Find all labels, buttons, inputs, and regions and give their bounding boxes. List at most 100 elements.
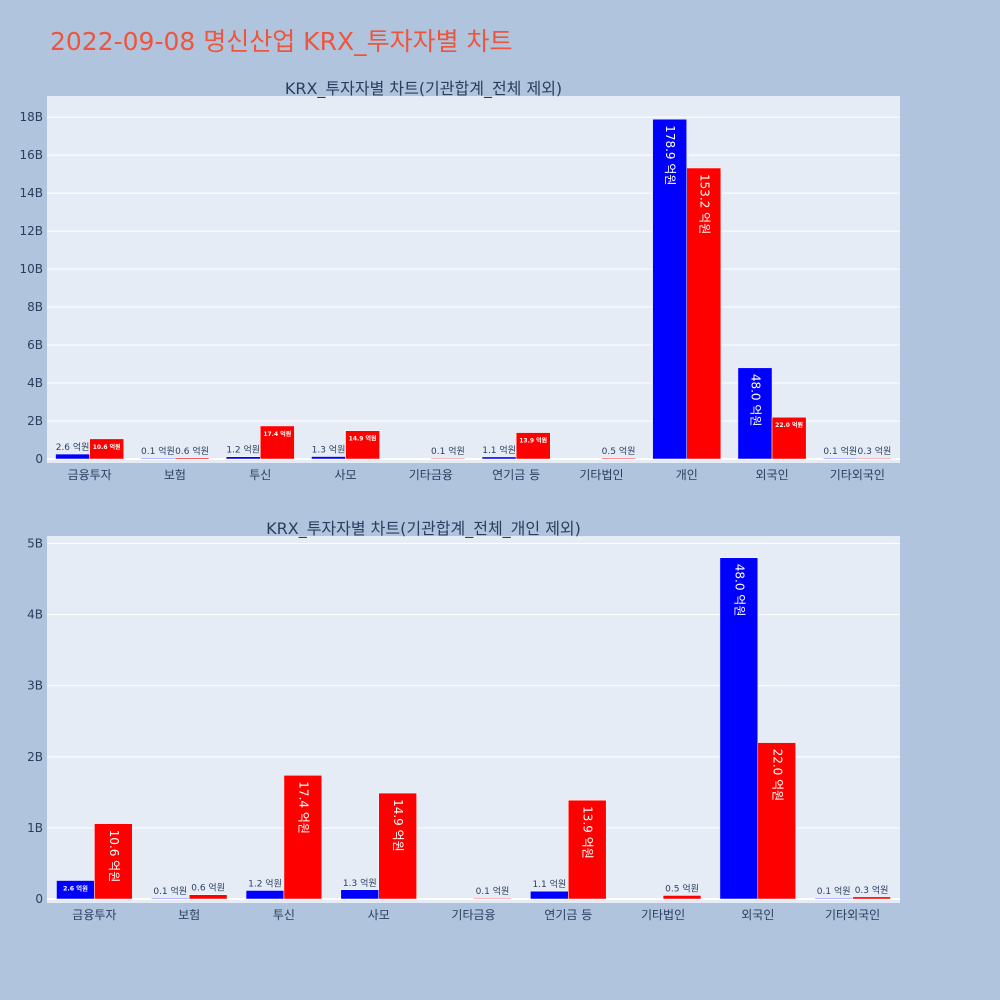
- bar: [174, 457, 210, 460]
- bar: [340, 889, 379, 900]
- bar: [283, 775, 323, 900]
- y-tick-label: 12B: [19, 224, 43, 238]
- x-tick-label: 투신: [273, 908, 295, 922]
- y-tick-label: 16B: [19, 148, 43, 162]
- y-tick-label: 8B: [27, 300, 43, 314]
- data-label: 0.6 억원: [175, 445, 209, 457]
- x-tick-label: 기타법인: [579, 468, 623, 482]
- x-tick-label: 외국인: [755, 468, 788, 482]
- data-label: 153.2 억원: [697, 174, 711, 234]
- y-tick-label: 0: [35, 452, 43, 466]
- x-tick-label: 금융투자: [68, 468, 112, 482]
- data-label: 1.2 억원: [226, 444, 260, 456]
- y-tick-label: 2B: [27, 414, 43, 428]
- bar: [151, 897, 190, 900]
- y-tick-label: 1B: [27, 821, 43, 835]
- page-title: 2022-09-08 명신산업 KRX_투자자별 차트: [50, 27, 513, 56]
- data-label: 0.5 억원: [665, 882, 699, 894]
- data-label: 1.1 억원: [482, 444, 516, 456]
- y-tick-label: 2B: [27, 750, 43, 764]
- data-label: 178.9 억원: [663, 125, 677, 185]
- data-label: 0.1 억원: [823, 445, 857, 457]
- bar: [771, 416, 807, 460]
- data-label: 17.4 억원: [263, 430, 291, 438]
- x-tick-label: 기타법인: [641, 908, 685, 922]
- y-tick-label: 0: [35, 892, 43, 906]
- data-label: 17.4 억원: [296, 781, 310, 834]
- x-tick-label: 기타외국인: [830, 468, 885, 482]
- data-label: 14.9 억원: [391, 799, 405, 852]
- bar: [473, 897, 512, 900]
- bar: [568, 799, 607, 900]
- data-label: 0.5 억원: [602, 445, 636, 457]
- y-tick-label: 3B: [27, 679, 43, 693]
- data-label: 22.0 억원: [770, 749, 784, 802]
- y-tick-label: 14B: [19, 186, 43, 200]
- chart-title: KRX_투자자별 차트(기관합계_전체_개인 제외): [266, 519, 581, 539]
- bar: [757, 742, 796, 900]
- y-tick-label: 18B: [19, 110, 43, 124]
- data-label: 1.3 억원: [312, 444, 346, 456]
- data-label: 13.9 억원: [519, 437, 547, 445]
- bar: [94, 823, 133, 900]
- data-label: 48.0 억원: [748, 374, 762, 427]
- y-tick-label: 10B: [19, 262, 43, 276]
- data-label: 0.1 억원: [431, 445, 465, 457]
- x-tick-label: 사모: [368, 908, 390, 922]
- x-tick-label: 보험: [178, 908, 200, 922]
- x-tick-label: 연기금 등: [492, 468, 540, 482]
- bar: [662, 895, 702, 900]
- x-tick-label: 사모: [335, 468, 357, 482]
- x-tick-label: 기타금융: [409, 468, 453, 482]
- data-label: 0.1 억원: [817, 885, 851, 897]
- chart-title: KRX_투자자별 차트(기관합계_전체 제외): [285, 79, 562, 99]
- x-tick-label: 기타금융: [451, 908, 495, 922]
- x-tick-label: 금융투자: [72, 908, 116, 922]
- x-tick-label: 보험: [164, 468, 186, 482]
- data-label: 0.6 억원: [191, 882, 225, 894]
- y-tick-label: 4B: [27, 376, 43, 390]
- data-label: 10.6 억원: [93, 443, 121, 451]
- bar: [852, 896, 891, 900]
- data-label: 48.0 억원: [732, 564, 746, 617]
- data-label: 1.3 억원: [343, 877, 377, 889]
- x-tick-label: 연기금 등: [544, 908, 592, 922]
- x-tick-label: 외국인: [741, 908, 774, 922]
- data-label: 0.1 억원: [141, 445, 175, 457]
- x-tick-label: 기타외국인: [825, 908, 880, 922]
- y-tick-label: 6B: [27, 338, 43, 352]
- bar: [814, 897, 853, 900]
- chart-all-investors: KRX_투자자별 차트(기관합계_전체 제외) 0 2B 4B 6B 8B 10B 12B 14…: [19, 79, 900, 482]
- bar: [245, 890, 285, 900]
- data-label: 22.0 억원: [775, 421, 803, 429]
- bar: [345, 430, 380, 460]
- bar: [430, 457, 466, 460]
- data-label: 1.1 억원: [532, 878, 566, 890]
- data-label: 0.1 억원: [476, 885, 510, 897]
- data-label: 13.9 억원: [581, 806, 595, 859]
- bar: [530, 890, 569, 900]
- data-label: 2.6 억원: [56, 441, 90, 453]
- data-label: 0.3 억원: [855, 884, 889, 896]
- bar: [857, 457, 892, 460]
- bar: [515, 432, 551, 460]
- data-label: 14.9 억원: [349, 435, 377, 443]
- bar: [719, 557, 759, 900]
- x-tick-label: 투신: [249, 468, 271, 482]
- data-label: 1.2 억원: [248, 877, 282, 889]
- y-tick-label: 5B: [27, 537, 43, 551]
- chart-excluding-individual: KRX_투자자별 차트(기관합계_전체_개인 제외) 0 1B 2B 3B 4B 5B 금융투…: [27, 519, 900, 922]
- bar: [686, 167, 722, 460]
- bar: [378, 792, 417, 900]
- data-label: 0.1 억원: [153, 885, 187, 897]
- bar: [260, 425, 295, 460]
- bar: [737, 367, 773, 460]
- data-label: 0.3 억원: [858, 445, 892, 457]
- bar: [188, 894, 228, 900]
- bar: [601, 457, 636, 460]
- x-tick-label: 개인: [676, 468, 698, 482]
- bar: [89, 438, 125, 460]
- data-label: 10.6 억원: [107, 830, 121, 883]
- data-label: 2.6 억원: [63, 884, 88, 893]
- y-tick-label: 4B: [27, 608, 43, 622]
